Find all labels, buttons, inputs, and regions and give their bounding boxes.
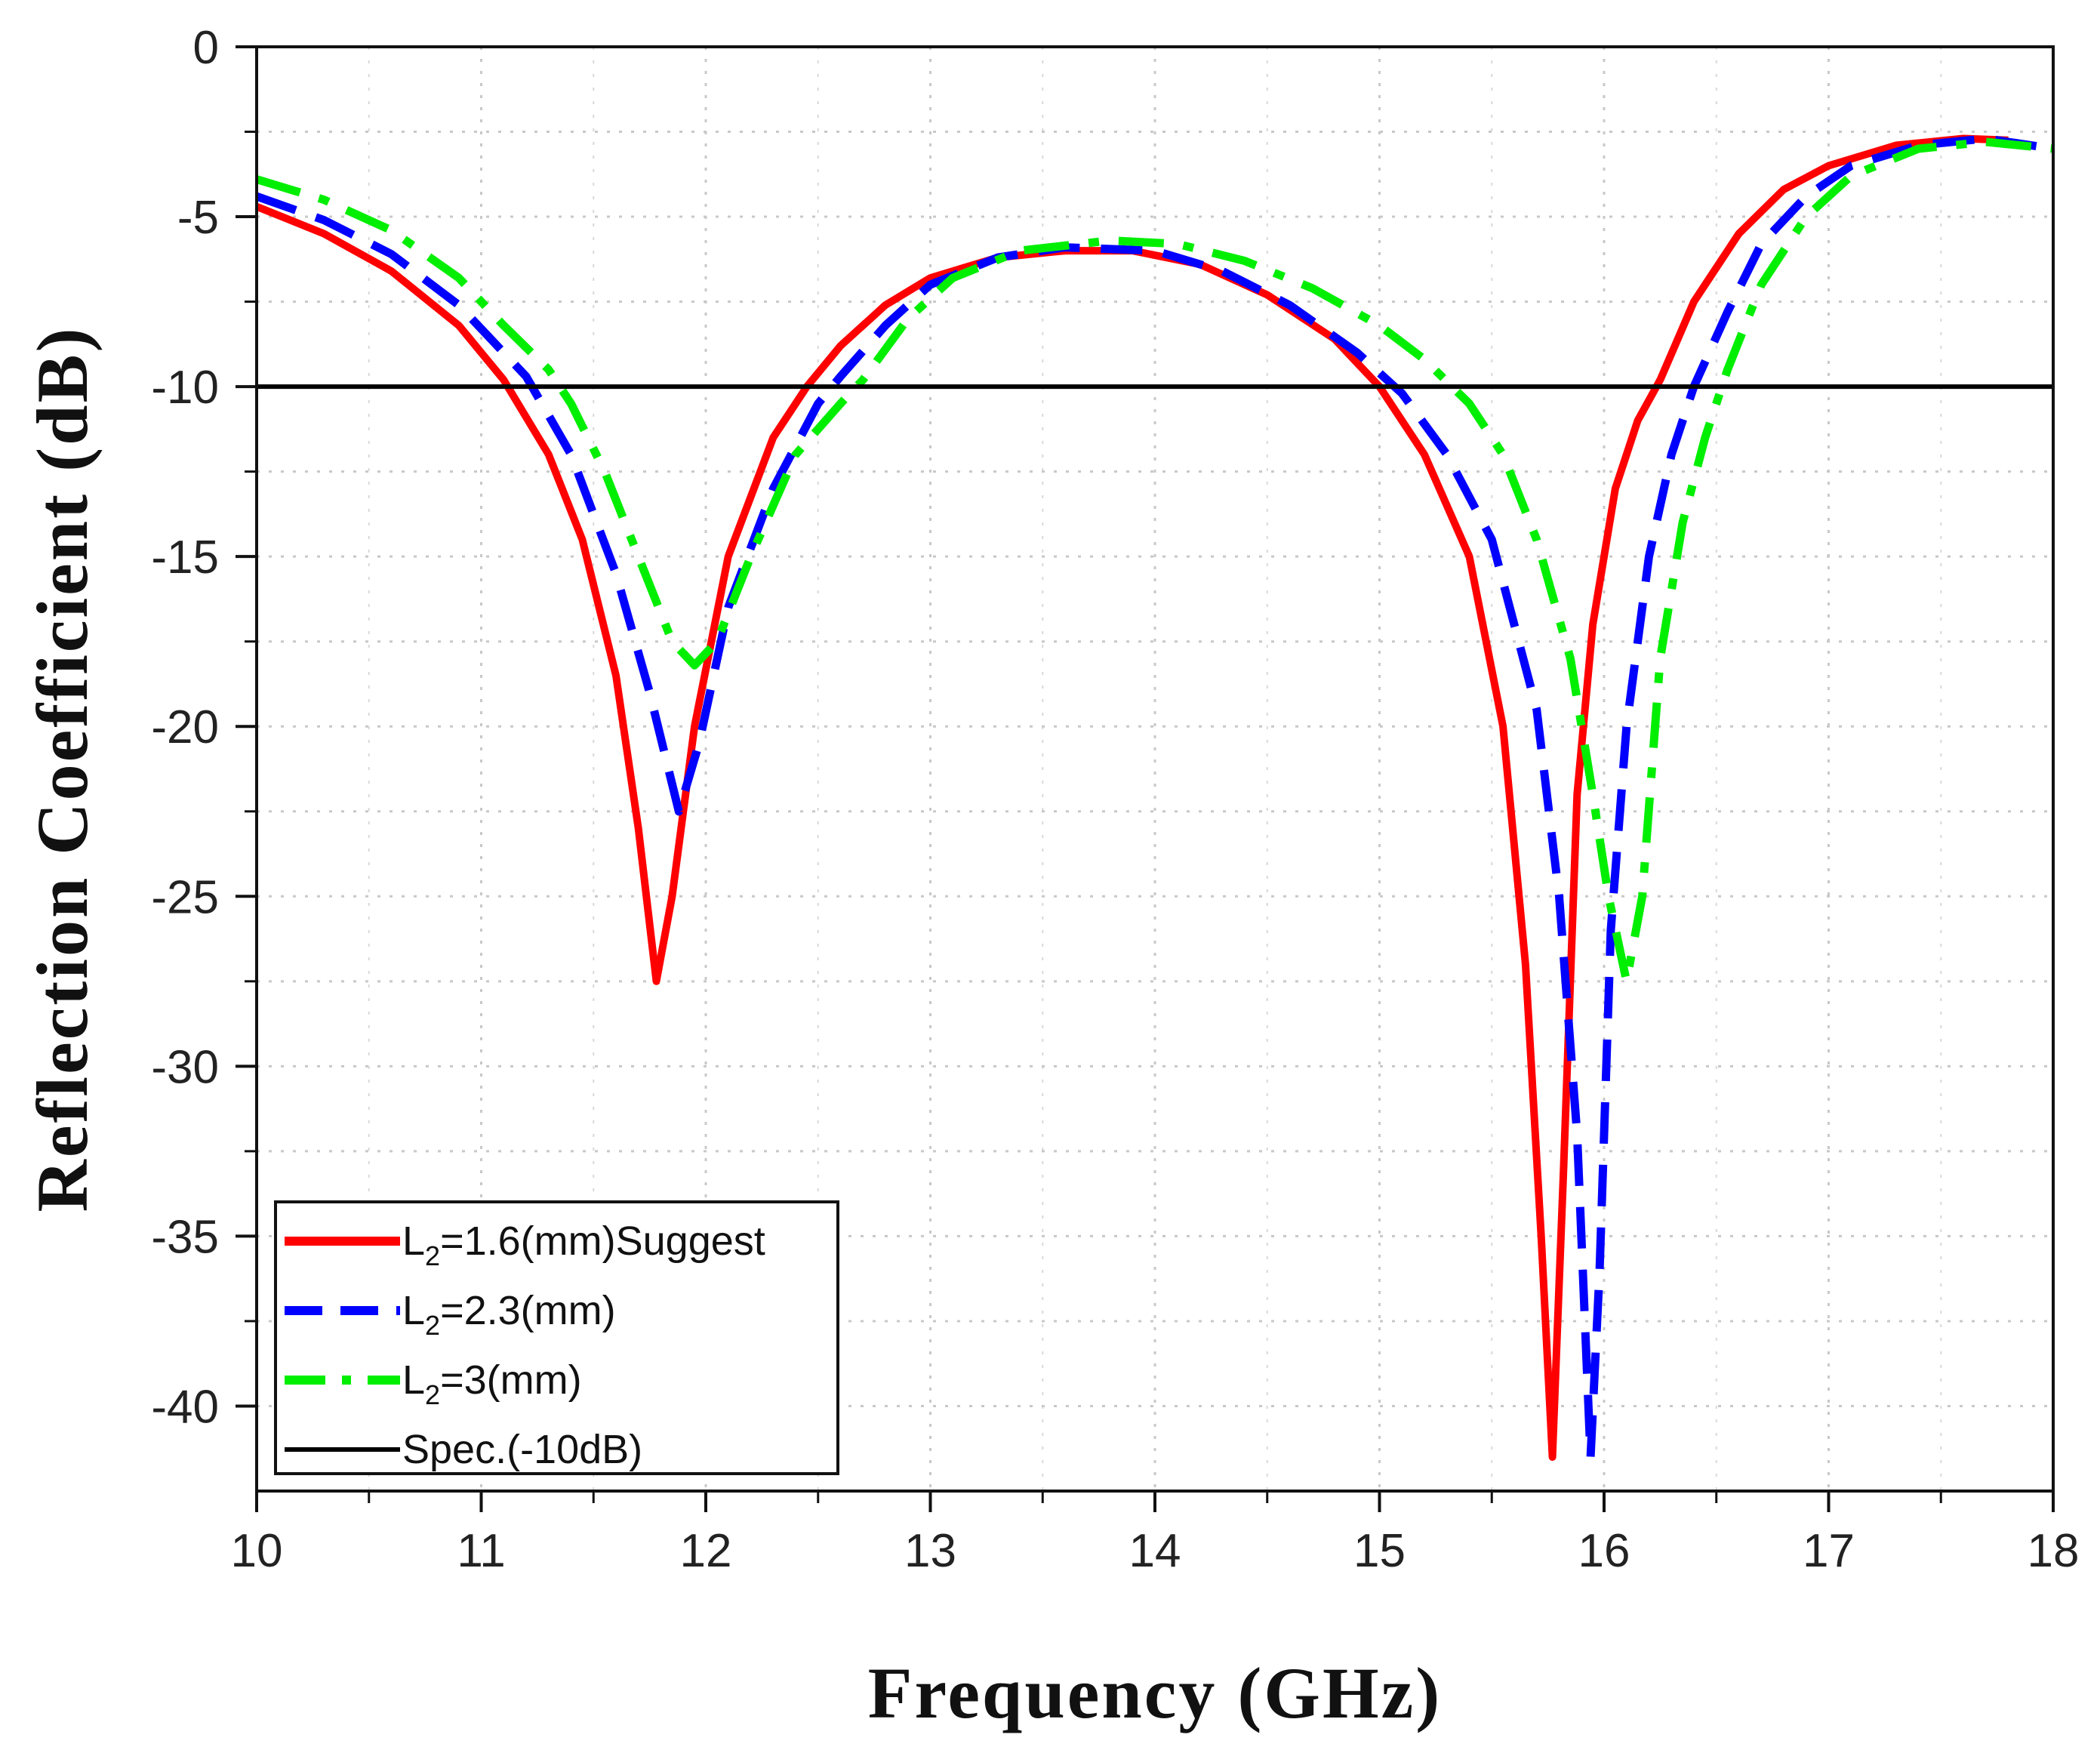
legend-label: Spec.(-10dB) (402, 1427, 642, 1472)
y-tick-label: -20 (151, 701, 219, 753)
axis-ticks: 10 11 12 13 14 15 16 17 18 0 -5 -10 -15 -20 -25 -30 -35 -… (151, 22, 2079, 1577)
x-axis-title: Frequency (GHz) (868, 1653, 1442, 1733)
x-tick-label: 16 (1578, 1525, 1630, 1577)
x-tick-label: 14 (1129, 1525, 1181, 1577)
legend: L2=1.6(mm)Suggest L2=2.3(mm) L2=3(mm) Spec.… (274, 1200, 839, 1475)
y-tick-label: -25 (151, 871, 219, 923)
x-tick-label: 18 (2028, 1525, 2080, 1577)
legend-label: L2=2.3(mm) (402, 1288, 616, 1341)
series-line-1 (255, 134, 2054, 1462)
x-tick-label: 11 (457, 1525, 505, 1577)
series-line-2 (255, 137, 2054, 986)
x-tick-label: 13 (904, 1525, 956, 1577)
grid (257, 47, 2053, 1491)
legend-box (274, 1200, 839, 1475)
x-tick-label: 10 (231, 1525, 283, 1577)
y-tick-label: -5 (177, 192, 219, 244)
plot-series (255, 134, 2054, 1462)
y-tick-label: -15 (151, 531, 219, 584)
legend-label: L2=1.6(mm)Suggest (402, 1218, 765, 1271)
x-tick-label: 17 (1803, 1525, 1855, 1577)
y-tick-label: 0 (193, 22, 219, 74)
y-axis-title: Reflection Coefficient (dB) (22, 326, 103, 1212)
x-tick-label: 12 (680, 1525, 732, 1577)
y-tick-label: -40 (151, 1381, 219, 1433)
y-tick-label: -10 (151, 362, 219, 414)
x-tick-label: 15 (1353, 1525, 1406, 1577)
legend-label: L2=3(mm) (402, 1357, 582, 1410)
y-tick-label: -30 (151, 1041, 219, 1093)
y-tick-label: -35 (151, 1211, 219, 1263)
